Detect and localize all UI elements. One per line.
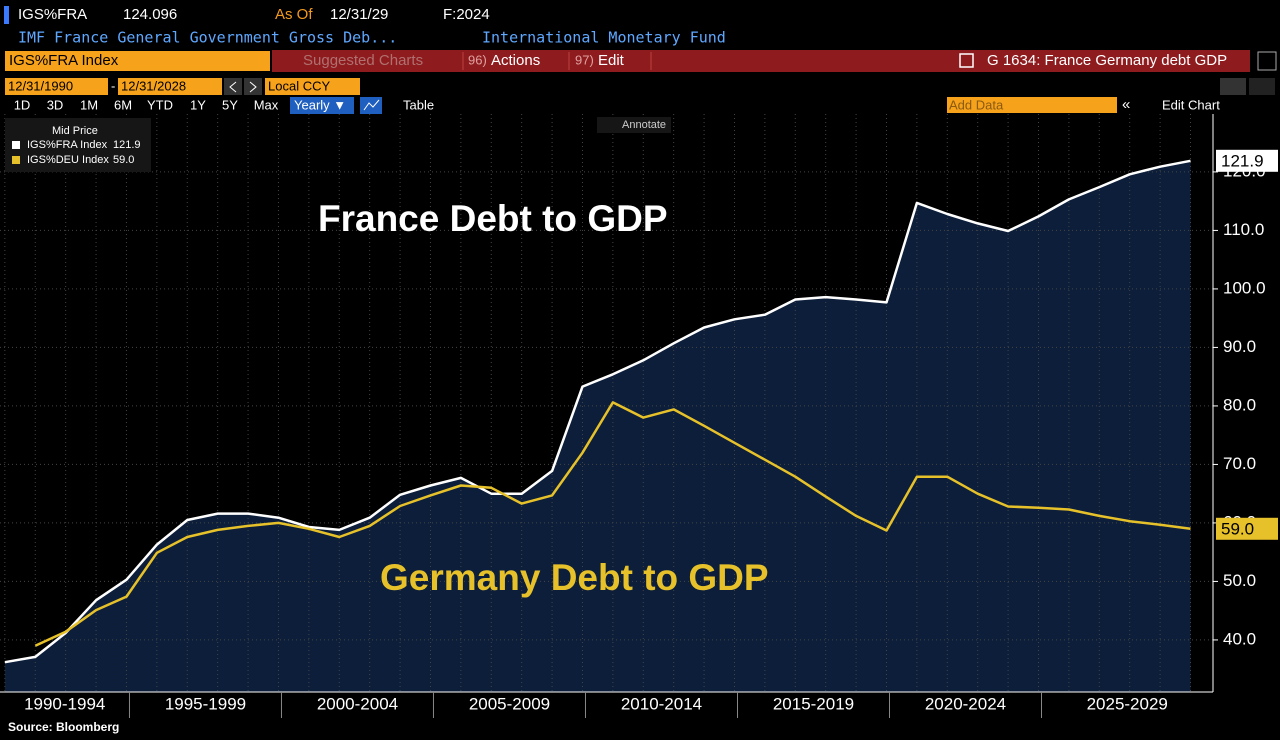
start-date-input[interactable] — [5, 78, 108, 95]
annotate-button[interactable] — [597, 117, 671, 133]
arrows — [229, 81, 257, 93]
add-data-input[interactable] — [947, 97, 1117, 113]
popout-icon[interactable] — [959, 53, 974, 68]
end-date: 12/31/2028 — [121, 78, 186, 93]
legend-label: IGS%FRA Index — [27, 139, 108, 151]
period-button[interactable]: 5Y — [222, 97, 238, 112]
x-tick-label: 2000-2004 — [317, 694, 398, 713]
chart-id: G 1634: France Germany debt GDP — [987, 52, 1227, 69]
legend-swatch — [12, 141, 20, 149]
series-line — [4, 159, 1191, 664]
command-bar — [272, 50, 1250, 72]
legend-value: 121.9 — [113, 139, 141, 151]
redo-button[interactable] — [1249, 78, 1275, 95]
legend — [5, 118, 151, 172]
description: IMF France General Government Gross Deb.… — [18, 29, 397, 47]
legend-title: Mid Price — [52, 125, 98, 137]
annotation: Germany Debt to GDP — [380, 557, 769, 598]
last-value-tag — [1216, 149, 1278, 172]
y-tick-label: 50.0 — [1223, 571, 1256, 590]
legend-swatch — [12, 156, 20, 164]
actions-num: 96) — [468, 52, 487, 67]
currency-input[interactable] — [265, 78, 360, 95]
last-value-label: 121.9 — [1221, 151, 1264, 170]
security-input[interactable] — [5, 51, 270, 71]
x-tick-label: 2020-2024 — [925, 694, 1006, 713]
last-value-tag — [1216, 517, 1278, 540]
collapse[interactable]: « — [1122, 96, 1130, 113]
expand-icon[interactable] — [1257, 51, 1277, 71]
chart-icon — [363, 99, 380, 111]
actions[interactable]: Actions — [491, 52, 540, 69]
edit-chart[interactable]: Edit Chart — [1162, 97, 1220, 112]
annotate: Annotate — [622, 119, 666, 131]
frequency-select: Yearly ▼ — [294, 97, 346, 112]
x-tick-label: 2015-2019 — [773, 694, 854, 713]
y-tick-label: 70.0 — [1223, 454, 1256, 473]
x-tick-label: 1995-1999 — [165, 694, 246, 713]
last-value-label: 59.0 — [1221, 519, 1254, 538]
frequency-button[interactable] — [290, 97, 354, 114]
x-tick-label: 1990-1994 — [24, 694, 105, 713]
annotation: France Debt to GDP — [318, 198, 668, 239]
undo-button[interactable] — [1220, 78, 1246, 95]
y-tick-label: 40.0 — [1223, 629, 1256, 648]
period-button[interactable]: 1M — [80, 97, 98, 112]
period-button[interactable]: 6M — [114, 97, 132, 112]
legend-label: IGS%DEU Index — [27, 154, 109, 166]
as-of-label: As Of — [275, 6, 313, 23]
x-tick-label: 2025-2029 — [1087, 694, 1168, 713]
prev-button[interactable] — [224, 78, 242, 95]
security: IGS%FRA Index — [9, 52, 119, 69]
y-tick-label: 110.0 — [1223, 220, 1264, 239]
table-button[interactable]: Table — [403, 97, 434, 112]
period-button[interactable]: YTD — [147, 97, 173, 112]
legend-value: 59.0 — [113, 154, 134, 166]
price: 124.096 — [123, 6, 177, 23]
next-button[interactable] — [244, 78, 262, 95]
suggested-charts[interactable]: Suggested Charts — [303, 52, 423, 69]
x-tick-label: 2005-2009 — [469, 694, 550, 713]
currency: Local CCY — [268, 78, 330, 93]
y-tick-label: 90.0 — [1223, 337, 1256, 356]
edit[interactable]: Edit — [598, 52, 625, 69]
edit-num: 97) — [575, 52, 594, 67]
add-data: Add Data — [949, 97, 1004, 112]
marker — [4, 6, 9, 24]
period-button[interactable]: 1D — [14, 97, 31, 112]
end-date-input[interactable] — [118, 78, 222, 95]
period-button[interactable]: 3D — [47, 97, 64, 112]
frequency: F:2024 — [443, 6, 490, 23]
as-of-date: 12/31/29 — [330, 6, 388, 23]
y-tick-label: 80.0 — [1223, 395, 1256, 414]
ticker: IGS%FRA — [18, 6, 87, 23]
start-date: 12/31/1990 — [8, 78, 73, 93]
source: Source: Bloomberg — [8, 720, 119, 734]
series-line — [34, 401, 1191, 647]
x-tick-label: 2010-2014 — [621, 694, 702, 713]
period-button[interactable]: Max — [254, 97, 279, 112]
y-tick-label: 100.0 — [1223, 278, 1266, 297]
dash: - — [111, 78, 115, 93]
source-name: International Monetary Fund — [482, 29, 726, 47]
period-button[interactable]: 1Y — [190, 97, 206, 112]
